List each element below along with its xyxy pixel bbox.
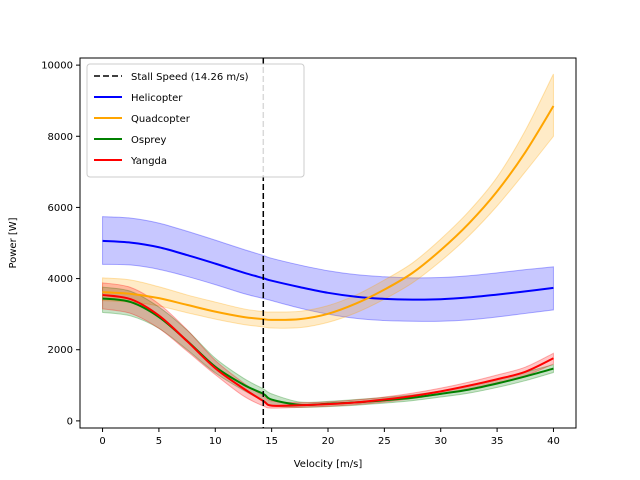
yangda-line [102, 293, 554, 407]
x-axis-ticks: 0 5 10 15 20 25 30 35 40 [99, 428, 560, 447]
quadcopter-line [102, 105, 555, 321]
legend-box [86, 63, 305, 178]
y-tick-label: 10000 [41, 61, 73, 72]
helicopter-confidence-band [102, 216, 554, 322]
y-axis-label: Power [W] [8, 217, 19, 268]
y-tick-label: 8000 [48, 132, 73, 143]
legend: Stall Speed (14.26 m/s) Helicopter Quadcop… [86, 63, 305, 178]
x-tick-label: 25 [378, 436, 391, 447]
y-tick-label: 6000 [48, 203, 73, 214]
legend-label-stall-speed: Stall Speed (14.26 m/s) [131, 72, 249, 83]
y-tick-label: 0 [67, 416, 73, 427]
x-tick-label: 15 [265, 436, 278, 447]
legend-label-osprey: Osprey [131, 135, 166, 146]
x-tick-label: 30 [434, 436, 447, 447]
x-axis-label: Velocity [m/s] [294, 459, 363, 470]
series-lines [102, 105, 555, 407]
legend-label-helicopter: Helicopter [131, 93, 183, 104]
x-tick-label: 40 [547, 436, 560, 447]
x-tick-label: 35 [491, 436, 504, 447]
x-tick-label: 0 [99, 436, 105, 447]
helicopter-line [102, 239, 554, 301]
x-tick-label: 5 [156, 436, 162, 447]
y-tick-label: 2000 [48, 345, 73, 356]
legend-label-yangda: Yangda [130, 156, 167, 167]
quadcopter-confidence-band [102, 73, 554, 329]
legend-label-quadcopter: Quadcopter [131, 114, 191, 125]
y-tick-label: 4000 [48, 274, 73, 285]
x-tick-label: 10 [209, 436, 222, 447]
x-tick-label: 20 [322, 436, 335, 447]
y-axis-ticks: 0 2000 4000 6000 8000 10000 [41, 61, 80, 427]
